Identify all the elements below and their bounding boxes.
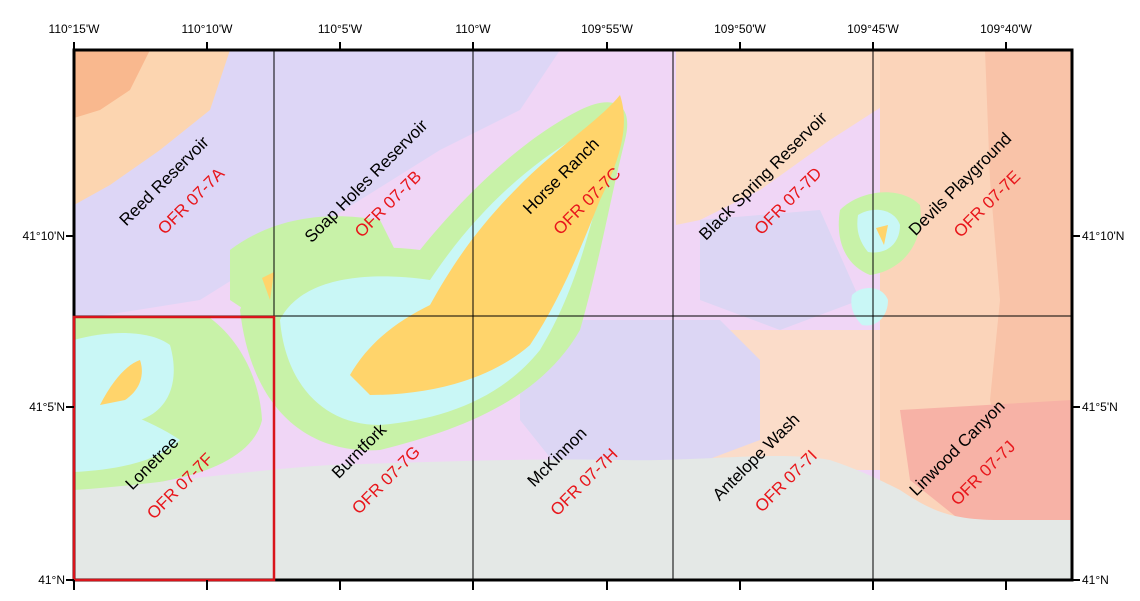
lon-label: 109°45'W (847, 22, 899, 36)
map-neatline (72, 48, 1074, 582)
left-axis-labels: 41°10'N 41°5'N 41°N (23, 229, 65, 587)
axis-ticks (66, 42, 1080, 590)
lat-label: 41°5'N (29, 400, 65, 414)
lat-label: 41°10'N (1082, 229, 1124, 243)
top-axis-labels: 110°15'W 110°10'W 110°5'W 110°W 109°55'W… (49, 22, 1033, 36)
lon-label: 109°40'W (980, 22, 1032, 36)
lon-label: 109°55'W (581, 22, 633, 36)
geology-base (74, 50, 1072, 580)
lon-label: 110°5'W (318, 22, 363, 36)
lon-label: 110°10'W (182, 22, 234, 36)
lat-label: 41°5'N (1082, 400, 1118, 414)
lat-label: 41°N (1082, 573, 1109, 587)
lon-label: 110°15'W (49, 22, 101, 36)
selected-quad-outline[interactable] (72, 315, 276, 582)
right-axis-labels: 41°10'N 41°5'N 41°N (1082, 229, 1124, 587)
lon-label: 109°50'W (714, 22, 766, 36)
lat-label: 41°10'N (23, 229, 65, 243)
lat-label: 41°N (38, 573, 65, 587)
lon-label: 110°W (455, 22, 491, 36)
